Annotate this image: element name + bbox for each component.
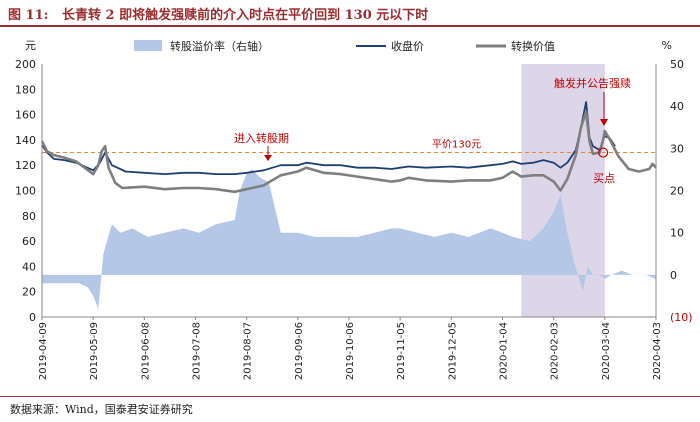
left-tick-label: 140 [15,134,36,147]
x-tick-label: 2020-01-04 [499,322,510,380]
x-tick-label: 2019-10-06 [345,322,356,380]
right-tick-label: 10 [670,227,684,240]
left-tick-label: 100 [15,185,36,198]
left-tick-label: 160 [15,109,36,122]
left-tick-label: 60 [22,235,36,248]
x-tick-label: 2020-02-03 [550,322,561,380]
annotation-buy-point: 买点 [593,172,615,185]
series-line-layer [40,101,657,194]
legend-swatch-premium [134,40,162,51]
legend-label-close: 收盘价 [391,39,424,53]
x-tick-label: 2019-08-07 [243,322,254,380]
right-tick-label: 30 [670,142,684,155]
chart: 平价130元 020406080100120140160180200元(10)0… [15,39,693,380]
right-axis-unit: % [662,39,672,52]
right-tick-label: 20 [670,185,684,198]
figure-header: 图 11: 长青转 2 即将触发强赎前的介入时点在平价回到 130 元以下时 [0,0,700,27]
left-tick-label: 120 [15,159,36,172]
left-axis-unit: 元 [25,39,36,52]
premium-area [42,169,656,309]
annotation-redemption-arrowhead [600,119,608,126]
legend-label-premium: 转股溢价率（右轴） [170,39,269,53]
legend-label-value: 转换价值 [511,39,555,53]
annotation-conversion-period: 进入转股期 [234,131,289,145]
figure-number: 图 11: [8,8,49,23]
right-tick-label: 40 [670,100,684,113]
data-source: 数据来源：Wind，国泰君安证券研究 [10,403,193,416]
left-tick-label: 0 [29,311,36,324]
x-tick-label: 2020-04-03 [652,322,663,380]
x-tick-label: 2019-12-05 [447,322,458,380]
left-tick-label: 200 [15,58,36,71]
x-tick-label: 2019-07-08 [192,322,203,380]
left-tick-label: 40 [22,260,36,273]
conversion-value-line [40,110,657,194]
figure-title: 长青转 2 即将触发强赎前的介入时点在平价回到 130 元以下时 [62,8,429,23]
x-tick-label: 2019-06-08 [140,322,151,380]
x-tick-label: 2019-11-05 [396,322,407,380]
x-tick-label: 2019-05-09 [89,322,100,380]
x-tick-label: 2020-03-04 [601,322,612,380]
buy-point-marker [598,147,609,158]
parity-130-label: 平价130元 [432,139,481,151]
x-tick-label: 2019-09-06 [294,322,305,380]
left-tick-label: 20 [22,286,36,299]
premium-area-layer [42,169,656,309]
right-tick-label: 0 [670,269,677,282]
shaded-region-layer [521,64,605,317]
left-tick-label: 80 [22,210,36,223]
right-tick-label: 50 [670,58,684,71]
right-tick-label: (10) [670,311,693,324]
x-tick-label: 2019-04-09 [38,322,49,380]
annotation-forced-redemption: 触发并公告强赎 [554,76,631,90]
annotation-conversion-arrowhead [264,155,272,161]
left-tick-label: 180 [15,83,36,96]
axis-layer: 0 20 40 60 80 100 120 140 160 180 200 元 (10) 0 10 20 30 4… [15,39,693,380]
reference-line-layer: 平价130元 [42,139,656,154]
legend-layer: 转股溢价率（右轴） 收盘价 转换价值 [134,39,555,53]
footer-divider [0,396,700,397]
shaded-region [521,64,605,317]
